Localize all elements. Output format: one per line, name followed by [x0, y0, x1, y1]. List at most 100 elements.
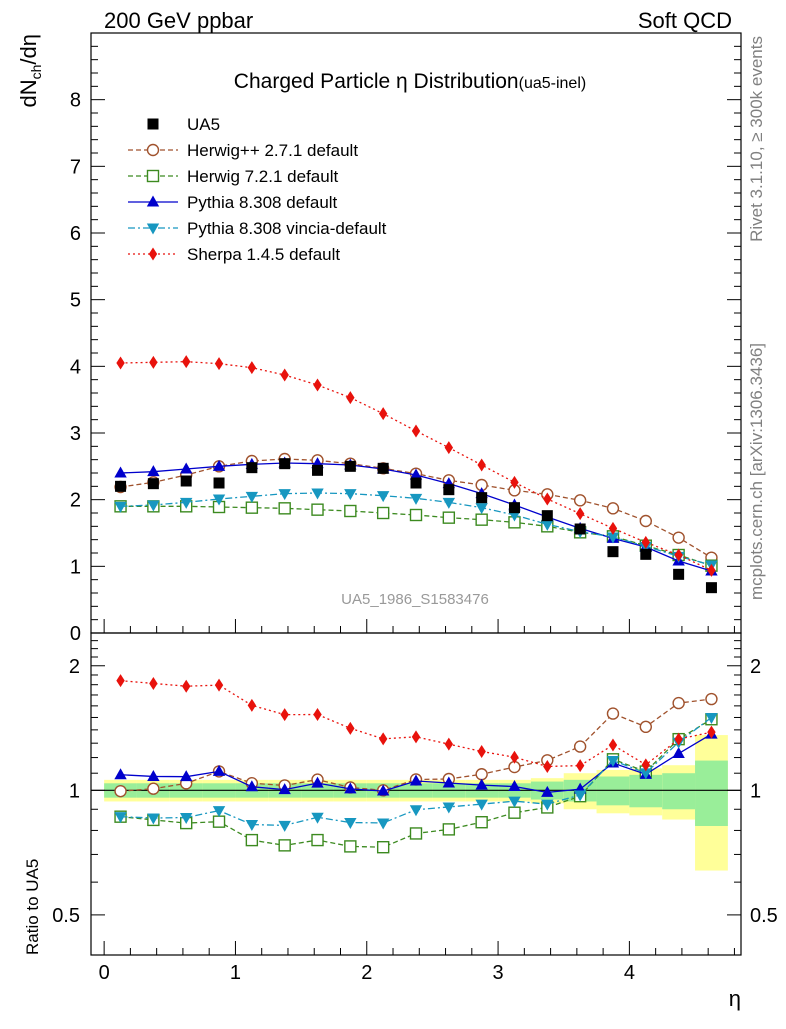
ratio-tick-label-left: 1: [69, 780, 80, 802]
series-ratio-point: [114, 812, 127, 824]
series-point: [409, 508, 423, 522]
y-tick-label: 0: [70, 623, 81, 645]
data-point: [443, 484, 455, 496]
series-ratio-point: [639, 720, 652, 734]
data-point: [541, 510, 553, 522]
series-ratio-point: [346, 721, 355, 735]
x-tick-label: 1: [230, 962, 241, 984]
series-ratio-point: [376, 784, 390, 796]
series-point: [311, 488, 324, 500]
series-point: [346, 391, 355, 405]
series-ratio-point: [442, 802, 456, 814]
data-point: [213, 477, 225, 489]
x-tick-label: 3: [493, 962, 504, 984]
series-point: [149, 355, 158, 369]
series-ratio-point: [114, 768, 127, 780]
series-point: [247, 361, 257, 375]
ratio-tick-label-left: 2: [69, 656, 80, 678]
series-ratio-point: [182, 679, 191, 693]
series-ratio-point: [376, 818, 390, 830]
header-left: 200 GeV ppbar: [104, 8, 253, 33]
series-point: [212, 459, 226, 471]
data-point: [705, 582, 717, 594]
series-point: [182, 355, 191, 369]
series-ratio-point: [147, 769, 160, 781]
series-ratio-point: [475, 816, 488, 829]
series-ratio-point: [606, 707, 620, 720]
ratio-tick-label-left: 0.5: [52, 905, 80, 927]
x-tick-label: 4: [624, 962, 635, 984]
series-ratio-point: [116, 674, 125, 688]
y-tick-label: 3: [70, 423, 81, 445]
y-tick-label: 1: [70, 556, 81, 578]
data-point: [673, 568, 685, 580]
series-ratio-point: [212, 806, 226, 818]
series-ratio-point: [608, 738, 618, 752]
legend-marker: [147, 118, 159, 130]
legend-marker: [148, 247, 158, 261]
ratio-tick-label-right: 2: [750, 656, 761, 678]
data-point: [246, 462, 258, 474]
series-point: [707, 563, 716, 577]
legend-marker: [146, 223, 160, 235]
series-ratio-point: [344, 818, 357, 830]
series-point: [543, 492, 552, 506]
series-ratio-point: [180, 813, 193, 825]
series-ratio-point: [477, 744, 486, 758]
series-ratio-point: [442, 823, 456, 836]
legend-marker: [146, 195, 160, 207]
series-ratio-point: [510, 750, 519, 764]
series-ratio-point: [376, 840, 390, 854]
series-point: [278, 502, 291, 515]
data-layer: [115, 458, 717, 594]
series-0: [114, 452, 718, 798]
series-point: [147, 465, 160, 477]
series-ratio-point: [280, 708, 289, 722]
series-point: [280, 368, 289, 382]
series-point: [311, 503, 324, 516]
legend-entry-1: Herwig++ 2.7.1 default: [128, 141, 358, 160]
series-point: [641, 535, 650, 549]
series-2: [114, 456, 718, 797]
data-point: [574, 523, 586, 535]
legend-label: Pythia 8.308 vincia-default: [187, 219, 387, 238]
series-ratio-point: [672, 696, 685, 710]
uncertainty-bands: [104, 735, 728, 871]
series-point: [180, 462, 193, 474]
series-point: [606, 502, 620, 515]
x-tick-label: 0: [99, 962, 110, 984]
series-point: [674, 548, 683, 562]
series-ratio-point: [707, 725, 716, 739]
series-point: [180, 497, 193, 509]
series-point: [278, 489, 291, 501]
series-ratio-point: [245, 780, 259, 792]
series-point: [411, 424, 421, 438]
series-point: [442, 497, 456, 509]
series-ratio-point: [575, 759, 585, 773]
series-point: [114, 501, 127, 513]
series-point: [212, 494, 226, 506]
series-point: [442, 511, 456, 524]
data-point: [312, 464, 324, 476]
series-point: [409, 468, 423, 480]
series-ratio-point: [212, 815, 226, 828]
legend-entry-3: Pythia 8.308 default: [128, 193, 338, 212]
data-point: [607, 546, 619, 558]
chart-title: Charged Particle η Distribution(ua5-inel…: [234, 70, 586, 93]
series-ratio-point: [409, 774, 423, 786]
series-point: [508, 510, 521, 522]
legend-marker: [146, 169, 160, 183]
series-ratio-point: [245, 820, 259, 832]
series-point: [510, 475, 519, 489]
data-point: [377, 462, 389, 474]
band-inner-bin: [629, 774, 663, 808]
mcplots-label: mcplots.cern.ch [arXiv:1306.3436]: [747, 343, 766, 600]
series-ratio-point: [149, 676, 158, 690]
series-point: [214, 357, 224, 371]
data-point: [640, 548, 652, 560]
series-ratio-point: [442, 776, 456, 788]
series-point: [147, 500, 160, 512]
series-ratio-point: [641, 758, 650, 772]
series-point: [575, 507, 585, 521]
data-point: [147, 478, 159, 490]
